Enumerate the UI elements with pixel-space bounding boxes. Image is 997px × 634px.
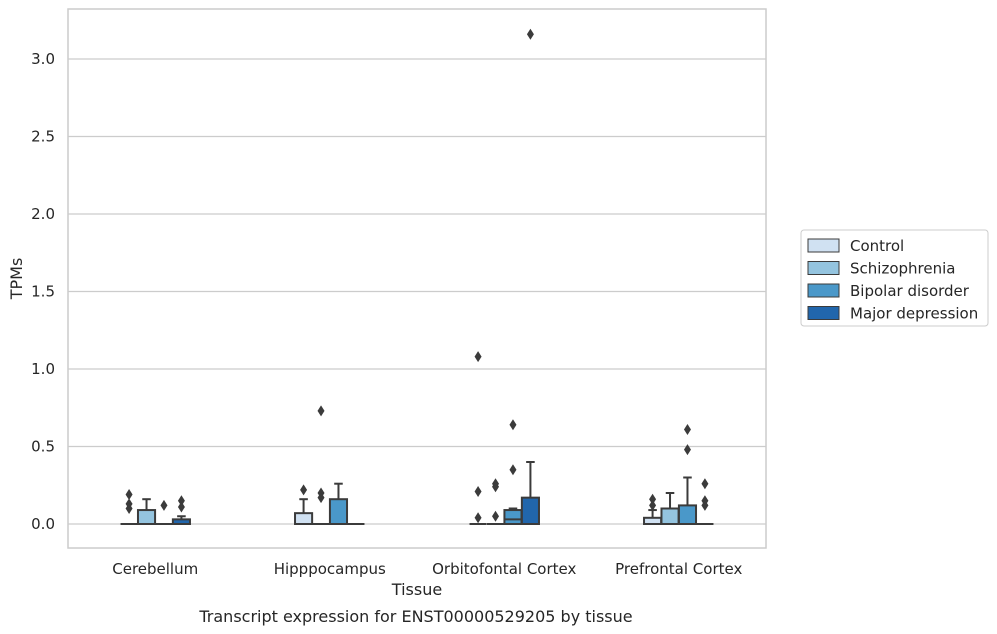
y-tick-label: 1.0 xyxy=(31,360,55,378)
x-tick-label: Hipppocampus xyxy=(274,560,386,578)
y-tick-label: 0.5 xyxy=(31,438,55,456)
box-major-depression xyxy=(171,495,191,525)
outlier-point xyxy=(492,481,500,493)
outlier-point xyxy=(160,499,168,511)
outlier-point xyxy=(701,499,709,511)
outlier-point xyxy=(649,493,657,505)
outlier-point xyxy=(649,499,657,511)
box xyxy=(328,498,349,526)
legend-label: Schizophrenia xyxy=(850,260,955,278)
outlier-point xyxy=(509,419,517,431)
box-bipolar-disorder xyxy=(503,419,523,525)
outlier-point xyxy=(683,444,691,456)
box-schizophrenia xyxy=(312,405,330,525)
x-tick-label: Prefrontal Cortex xyxy=(615,560,742,578)
box-groups xyxy=(120,28,714,526)
legend-swatch xyxy=(807,306,840,320)
box xyxy=(660,507,680,525)
box-schizophrenia xyxy=(136,498,157,525)
box-control xyxy=(469,351,487,525)
box-bipolar-disorder xyxy=(328,482,349,526)
box-major-depression xyxy=(520,28,540,525)
x-tick-labels: Cerebellum Hipppocampus Orbitofontal Corte… xyxy=(112,560,742,578)
box-bipolar-disorder xyxy=(155,499,173,525)
x-axis-title: Tissue xyxy=(391,580,442,599)
box xyxy=(294,512,314,526)
outlier-point xyxy=(492,510,500,522)
y-tick-labels: 0.0 0.5 1.0 1.5 2.0 2.5 3.0 xyxy=(31,50,55,533)
box-bipolar-disorder xyxy=(677,423,698,525)
y-tick-label: 2.5 xyxy=(31,128,55,146)
outlier-point xyxy=(125,503,133,514)
x-tick-label: Orbitofontal Cortex xyxy=(432,560,576,578)
legend-item: Major depression xyxy=(807,305,978,323)
outlier-point xyxy=(474,351,482,363)
legend: Control Schizophrenia Bipolar disorder Majo… xyxy=(800,229,989,327)
gridlines xyxy=(68,58,766,525)
legend-item: Control xyxy=(807,237,904,255)
box-control xyxy=(643,493,663,525)
box xyxy=(503,509,523,525)
plot-frame xyxy=(67,8,767,549)
outlier-point xyxy=(526,28,534,40)
box-control xyxy=(294,484,314,526)
legend-swatch xyxy=(807,283,840,298)
outlier-point xyxy=(683,423,691,435)
box xyxy=(136,509,157,525)
legend-frame xyxy=(800,229,989,327)
y-axis-title: TPMs xyxy=(7,258,26,301)
figure-caption: Transcript expression for ENST0000052920… xyxy=(198,607,632,626)
outlier-point xyxy=(317,405,325,417)
legend-swatch xyxy=(807,238,840,253)
x-tick-label: Cerebellum xyxy=(112,560,198,578)
outlier-point xyxy=(177,495,185,507)
legend-label: Control xyxy=(850,237,904,255)
box-control xyxy=(120,489,138,525)
box-major-depression xyxy=(696,478,714,525)
y-tick-label: 3.0 xyxy=(31,50,55,68)
y-tick-label: 0.0 xyxy=(31,515,55,533)
box-schizophrenia xyxy=(660,492,680,525)
legend-label: Bipolar disorder xyxy=(850,282,970,300)
outlier-point xyxy=(474,512,482,524)
legend-item: Bipolar disorder xyxy=(807,282,970,300)
outlier-point xyxy=(177,501,185,513)
outlier-point xyxy=(317,492,325,504)
outlier-point xyxy=(474,485,482,497)
outlier-point xyxy=(125,489,133,501)
box xyxy=(520,496,540,525)
box-schizophrenia xyxy=(486,478,505,525)
outlier-point xyxy=(300,484,308,496)
box xyxy=(677,504,698,525)
legend-item: Schizophrenia xyxy=(807,260,955,278)
outlier-point xyxy=(509,464,517,476)
y-tick-label: 1.5 xyxy=(31,283,55,301)
legend-label: Major depression xyxy=(850,305,978,323)
legend-swatch xyxy=(807,261,840,275)
y-tick-label: 2.0 xyxy=(31,205,55,223)
outlier-point xyxy=(701,478,709,490)
